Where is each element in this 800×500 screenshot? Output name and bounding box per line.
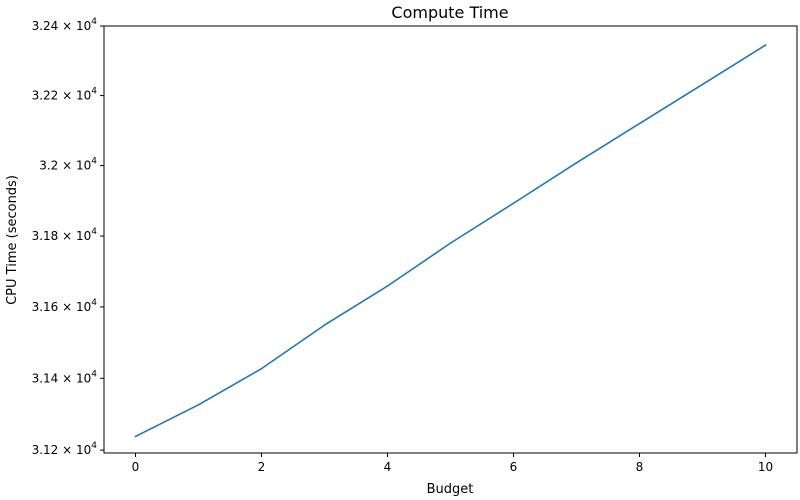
y-tick-label: 3.16 × 104	[32, 298, 98, 314]
data-point	[197, 404, 200, 406]
chart-title: Compute Time	[391, 3, 508, 22]
y-axis-ticks: 3.12 × 104 3.14 × 104 3.16 × 104 3.18 × 104…	[32, 17, 104, 457]
x-axis-ticks: 0 2 4 6 8 10	[132, 453, 773, 474]
x-tick-label: 8	[636, 460, 644, 474]
x-tick-label: 6	[510, 460, 518, 474]
series-layer	[134, 44, 767, 438]
data-point	[386, 285, 389, 287]
plot-frame	[103, 25, 798, 454]
y-tick-label: 3.12 × 104	[32, 441, 98, 457]
data-point	[512, 202, 515, 205]
y-tick-label: 3.18 × 104	[32, 227, 98, 243]
data-point	[701, 83, 704, 86]
data-point	[134, 435, 137, 438]
x-tick-label: 0	[132, 460, 140, 474]
data-point	[323, 324, 326, 326]
x-tick-label: 4	[384, 460, 392, 474]
x-tick-label: 10	[758, 460, 773, 474]
x-tick-label: 2	[258, 460, 266, 474]
data-point	[638, 122, 641, 125]
data-point	[260, 367, 263, 370]
y-tick-label: 3.14 × 104	[32, 369, 98, 385]
y-tick-label: 3.24 × 104	[32, 17, 98, 33]
y-tick-label: 3.2 × 104	[39, 157, 97, 173]
data-point	[575, 161, 578, 164]
y-tick-label: 3.22 × 104	[32, 87, 98, 103]
x-axis-label: Budget	[427, 482, 474, 497]
y-axis-label: CPU Time (seconds)	[5, 175, 20, 305]
data-point	[764, 44, 767, 46]
data-point	[449, 242, 452, 244]
